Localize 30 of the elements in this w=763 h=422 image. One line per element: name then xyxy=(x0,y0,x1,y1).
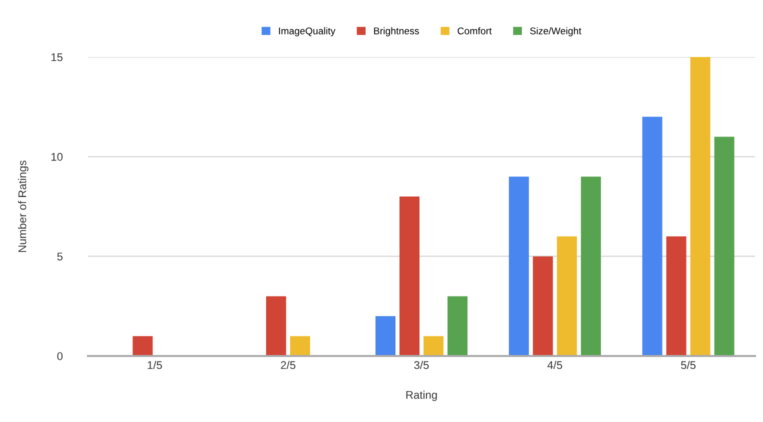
bar xyxy=(690,57,710,356)
bar xyxy=(290,336,310,356)
x-tick-label: 3/5 xyxy=(414,360,429,370)
bar xyxy=(132,336,153,356)
bar xyxy=(666,236,686,356)
legend-label: Brightness xyxy=(374,27,419,36)
y-tick-label: 0 xyxy=(57,352,63,360)
bar xyxy=(580,176,601,356)
y-tick-label: 10 xyxy=(51,152,63,161)
bar xyxy=(556,236,577,356)
bar xyxy=(532,256,553,356)
bar xyxy=(375,316,396,356)
bar xyxy=(642,116,662,356)
x-tick-label: 1/5 xyxy=(148,360,162,370)
bar xyxy=(399,196,420,356)
bar xyxy=(424,336,444,356)
x-axis-title: Rating xyxy=(406,390,437,402)
y-tick-label: 15 xyxy=(51,53,63,62)
legend-label: Comfort xyxy=(458,27,492,34)
bar xyxy=(714,136,734,356)
bar xyxy=(448,296,468,356)
legend-label: Size/Weight xyxy=(530,27,582,36)
x-tick-label: 4/5 xyxy=(547,360,562,370)
x-tick-label: 5/5 xyxy=(681,360,696,370)
y-axis-title: Number of Ratings xyxy=(18,160,28,252)
bar xyxy=(508,176,529,356)
x-tick-label: 2/5 xyxy=(280,360,296,370)
legend-label: ImageQuality xyxy=(279,27,336,36)
bar xyxy=(266,296,286,356)
y-tick-label: 5 xyxy=(57,252,63,260)
